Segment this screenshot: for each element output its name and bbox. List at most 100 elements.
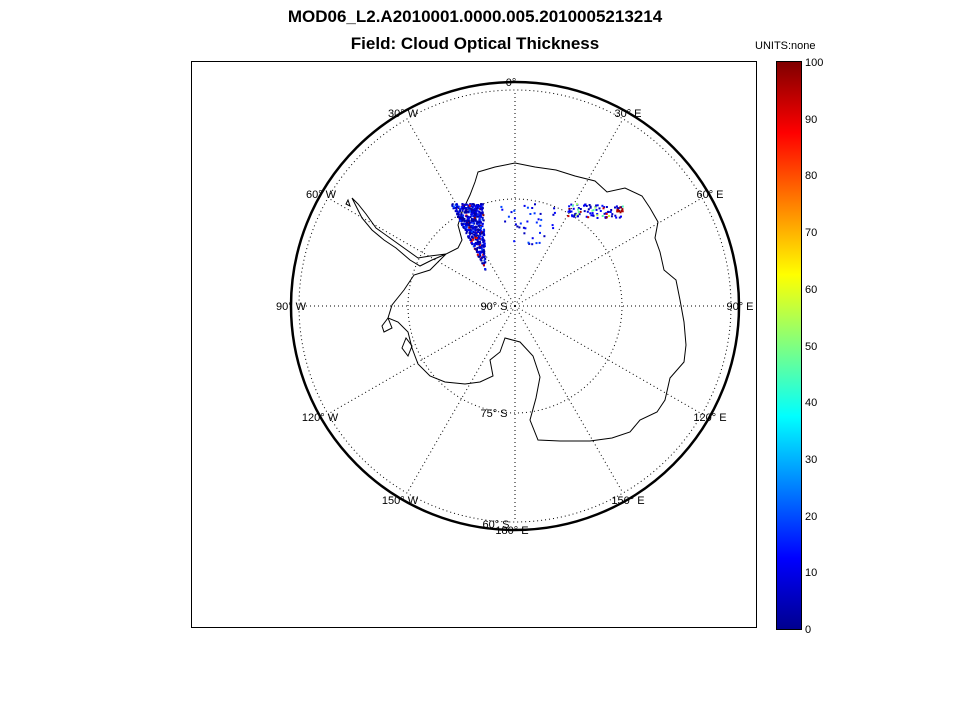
cloud-pixel <box>480 208 482 211</box>
colorbar-tick-label: 80 <box>805 170 818 183</box>
cloud-pixel <box>465 208 468 211</box>
cloud-pixel <box>588 204 591 206</box>
cloud-pixel <box>621 205 624 208</box>
cloud-pixel <box>595 204 598 207</box>
cloud-pixel <box>481 236 484 239</box>
map-boundary <box>289 80 741 532</box>
cloud-pixel <box>539 224 542 227</box>
cloud-pixel <box>484 268 487 270</box>
cloud-pixel <box>481 211 484 214</box>
longitude-label: 60° W <box>306 189 337 201</box>
cloud-pixel <box>587 216 590 219</box>
cloud-pixel <box>455 210 458 213</box>
colorbar-tick-label: 40 <box>805 397 818 410</box>
cloud-pixel <box>463 217 466 220</box>
cloud-pixel <box>481 248 484 251</box>
cloud-pixel <box>470 205 472 208</box>
cloud-pixel <box>514 223 517 226</box>
cloud-pixel <box>470 215 473 218</box>
cloud-pixel <box>596 217 599 219</box>
cloud-pixel <box>461 209 464 212</box>
longitude-label: 150° E <box>611 495 644 507</box>
cloud-pixel <box>477 210 480 213</box>
cloud-pixel <box>473 228 476 231</box>
cloud-pixel <box>602 207 605 210</box>
cloud-pixel <box>504 220 507 223</box>
cloud-pixel <box>577 211 580 213</box>
cloud-pixel <box>615 216 618 219</box>
cloud-pixel <box>501 208 504 211</box>
cloud-pixel <box>553 207 556 210</box>
cloud-pixel <box>481 235 484 238</box>
cloud-pixel <box>467 218 470 221</box>
cloud-pixel <box>478 235 481 237</box>
cloud-pixel <box>472 222 475 224</box>
cloud-pixel <box>471 243 474 246</box>
cloud-pixel <box>457 213 460 216</box>
cloud-pixel <box>463 226 466 229</box>
cloud-pixel <box>478 232 481 234</box>
cloud-pixel <box>535 221 538 224</box>
cloud-pixel <box>616 208 619 211</box>
cloud-pixel <box>481 206 484 209</box>
cloud-pixel <box>456 205 458 208</box>
meridian-120e <box>514 305 703 415</box>
cloud-pixel <box>568 208 571 210</box>
cloud-pixel <box>585 215 588 218</box>
cloud-pixel <box>457 215 460 218</box>
cloud-pixel <box>467 228 470 231</box>
cloud-pixel <box>527 241 530 244</box>
cloud-pixel <box>619 211 622 214</box>
graticule <box>298 89 732 523</box>
cloud-pixel <box>620 215 622 218</box>
cloud-pixel <box>601 215 604 217</box>
cloud-pixel <box>452 205 455 208</box>
cloud-pixel <box>469 232 472 235</box>
cloud-pixel <box>583 210 586 213</box>
cloud-pixel <box>579 208 582 210</box>
cloud-pixel <box>480 259 483 262</box>
cloud-pixel <box>481 225 484 228</box>
cloud-pixel <box>571 204 574 207</box>
figure-subtitle: Field: Cloud Optical Thickness <box>350 34 600 53</box>
cloud-pixel <box>531 243 534 246</box>
colorbar-tick-label: 50 <box>805 340 818 353</box>
longitude-label: 180° E <box>495 525 528 537</box>
cloud-pixel <box>473 234 476 237</box>
longitude-label: 30° W <box>388 108 419 120</box>
cloud-pixel <box>516 225 519 228</box>
cloud-pixel <box>539 231 541 234</box>
cloud-pixel <box>475 215 478 218</box>
cloud-pixel <box>607 210 610 213</box>
cloud-pixel <box>518 226 521 229</box>
cloud-pixel <box>552 227 555 230</box>
longitude-labels: 0° 30° E 60° E 90° E 120° E 150° E 180° E 150° … <box>276 77 754 537</box>
cloud-pixel <box>474 231 477 234</box>
cloud-pixel <box>480 211 483 214</box>
cloud-pixel <box>479 233 482 236</box>
cloud-pixel <box>569 210 571 213</box>
meridian-150e <box>514 305 624 494</box>
cloud-pixel <box>610 215 613 218</box>
cloud-pixel <box>470 229 473 232</box>
cloud-pixel <box>526 220 529 223</box>
cloud-pixel <box>472 219 474 222</box>
cloud-pixel <box>473 216 476 219</box>
colorbar-tick-label: 90 <box>805 113 818 126</box>
cloud-pixel <box>478 205 481 208</box>
cloud-pixel <box>465 225 468 228</box>
cloud-pixel <box>478 229 480 232</box>
cloud-pixel <box>480 246 483 249</box>
cloud-pixel <box>483 259 486 262</box>
cloud-pixel <box>568 209 571 212</box>
cloud-pixel <box>590 214 593 217</box>
cloud-pixel <box>469 210 472 213</box>
cloud-pixel <box>474 238 477 241</box>
cloud-pixel <box>587 208 590 211</box>
cloud-pixel <box>465 203 468 206</box>
cloud-pixel <box>473 212 476 215</box>
latitude-label: 75° S <box>480 408 507 420</box>
cloud-pixel <box>585 205 588 207</box>
cloud-pixel <box>475 222 478 225</box>
cloud-pixel <box>500 205 503 208</box>
